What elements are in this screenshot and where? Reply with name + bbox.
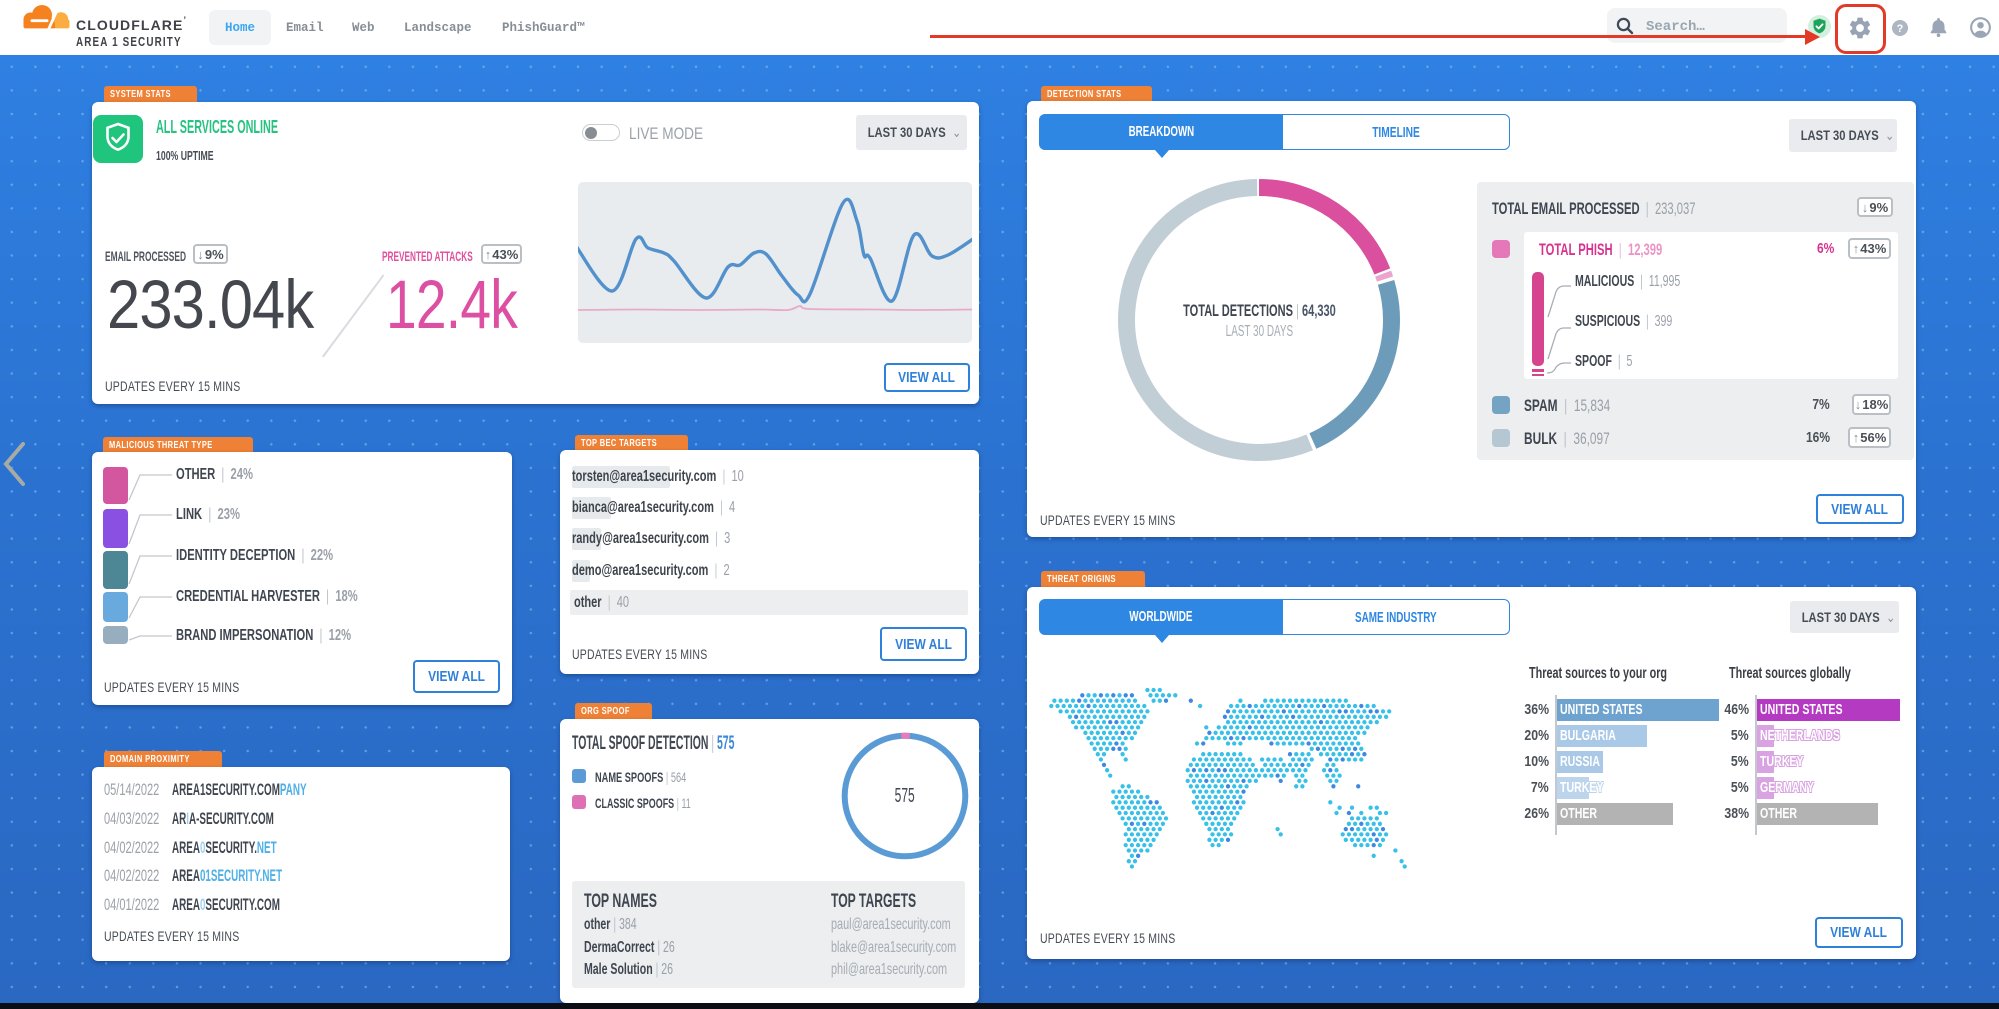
svg-text:?: ? bbox=[1897, 23, 1904, 35]
